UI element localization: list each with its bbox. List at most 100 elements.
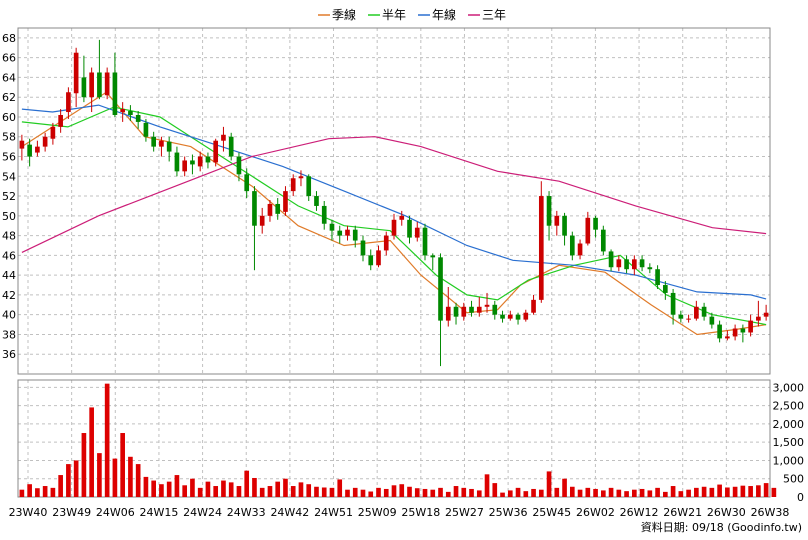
candle-body xyxy=(27,144,32,157)
volume-bar xyxy=(73,460,79,497)
x-tick-label: 25W36 xyxy=(489,506,528,519)
x-tick-label: 24W51 xyxy=(314,506,353,519)
volume-bar xyxy=(577,489,583,497)
candle-body xyxy=(647,267,653,270)
volume-bar xyxy=(283,478,288,497)
candle-body xyxy=(399,215,405,220)
volume-bar xyxy=(771,487,777,497)
volume-bar xyxy=(709,487,715,497)
volume-bar xyxy=(66,464,71,497)
volume-tick-label: 1,500 xyxy=(773,436,805,449)
volume-bar xyxy=(166,481,172,497)
x-tick-label: 26W12 xyxy=(620,506,659,519)
candle-body xyxy=(407,219,412,238)
candle-body xyxy=(345,229,350,236)
candle-body xyxy=(756,316,761,321)
candle-body xyxy=(283,191,288,212)
y-tick-label: 38 xyxy=(2,328,16,341)
candle-body xyxy=(128,111,133,115)
candle-body xyxy=(422,227,428,256)
volume-bar xyxy=(476,490,482,497)
volume-bar xyxy=(585,487,591,497)
candle-body xyxy=(329,223,335,231)
candle-body xyxy=(453,306,459,317)
volume-bar xyxy=(19,489,25,497)
volume-bar xyxy=(717,484,722,497)
x-tick-label: 25W09 xyxy=(358,506,397,519)
volume-bar xyxy=(461,487,467,497)
candle-body xyxy=(81,77,87,98)
candle-body xyxy=(500,314,505,319)
volume-bar xyxy=(368,491,374,497)
volume-bar xyxy=(732,486,738,497)
volume-bar xyxy=(616,489,622,497)
volume-bar xyxy=(182,485,188,497)
volume-bar xyxy=(725,487,730,497)
candle-body xyxy=(414,227,420,238)
x-tick-label: 26W30 xyxy=(707,506,746,519)
candle-body xyxy=(732,328,738,337)
candle-body xyxy=(438,257,443,321)
candle-body xyxy=(97,72,102,98)
y-tick-label: 62 xyxy=(2,91,16,104)
volume-bar xyxy=(345,489,350,497)
volume-bar xyxy=(686,489,691,497)
price-grid xyxy=(18,28,771,374)
volume-bar xyxy=(531,488,536,497)
ma-line xyxy=(21,91,767,336)
x-tick-label: 23W40 xyxy=(9,506,48,519)
candle-body xyxy=(476,306,482,313)
legend-label: 半年 xyxy=(382,8,406,22)
volume-bar xyxy=(221,480,226,497)
y-tick-label: 60 xyxy=(2,111,16,124)
candle-body xyxy=(600,229,606,252)
legend-label: 季線 xyxy=(332,7,356,22)
volume-bar xyxy=(58,475,63,497)
y-tick-label: 68 xyxy=(2,32,16,45)
volume-bar xyxy=(35,488,40,497)
candle-body xyxy=(120,109,125,113)
volume-bars xyxy=(19,383,777,497)
candle-body xyxy=(546,196,552,226)
candle-body xyxy=(267,203,273,216)
volume-bar xyxy=(624,491,629,497)
candle-body xyxy=(515,314,521,320)
x-tick-label: 24W15 xyxy=(140,506,179,519)
candle-body xyxy=(678,314,684,319)
volume-bar xyxy=(391,485,397,497)
volume-tick-label: 1,000 xyxy=(773,454,805,467)
candle-body xyxy=(686,318,691,320)
candle-body xyxy=(701,306,707,317)
volume-bar xyxy=(600,490,606,497)
volume-bar xyxy=(763,483,769,497)
volume-bar xyxy=(352,487,358,497)
volume-bar xyxy=(694,487,699,497)
volume-bar xyxy=(500,492,505,497)
volume-bar xyxy=(453,486,459,497)
volume-bar xyxy=(678,491,684,497)
volume-bar xyxy=(205,481,211,497)
volume-bar xyxy=(259,487,265,497)
legend: 季線 半年 年線 三年 xyxy=(318,7,506,22)
volume-bar xyxy=(306,484,312,497)
volume-tick-label: 2,000 xyxy=(773,418,805,431)
candle-body xyxy=(531,299,536,313)
moving-average-lines xyxy=(21,91,767,336)
y-tick-label: 36 xyxy=(2,348,16,361)
candle-body xyxy=(632,259,637,270)
candle-body xyxy=(430,255,436,258)
y-tick-label: 54 xyxy=(2,170,16,183)
volume-bar xyxy=(159,484,164,497)
volume-bar xyxy=(430,489,436,497)
candle-body xyxy=(298,176,304,179)
candle-body xyxy=(492,304,498,315)
volume-bar xyxy=(701,486,707,497)
volume-grid xyxy=(17,379,771,498)
price-panel xyxy=(17,27,771,375)
volume-bar xyxy=(360,489,366,497)
volume-bar xyxy=(407,486,412,497)
volume-tick-label: 500 xyxy=(783,473,804,486)
volume-bar xyxy=(546,471,552,497)
candle-body xyxy=(252,191,257,226)
